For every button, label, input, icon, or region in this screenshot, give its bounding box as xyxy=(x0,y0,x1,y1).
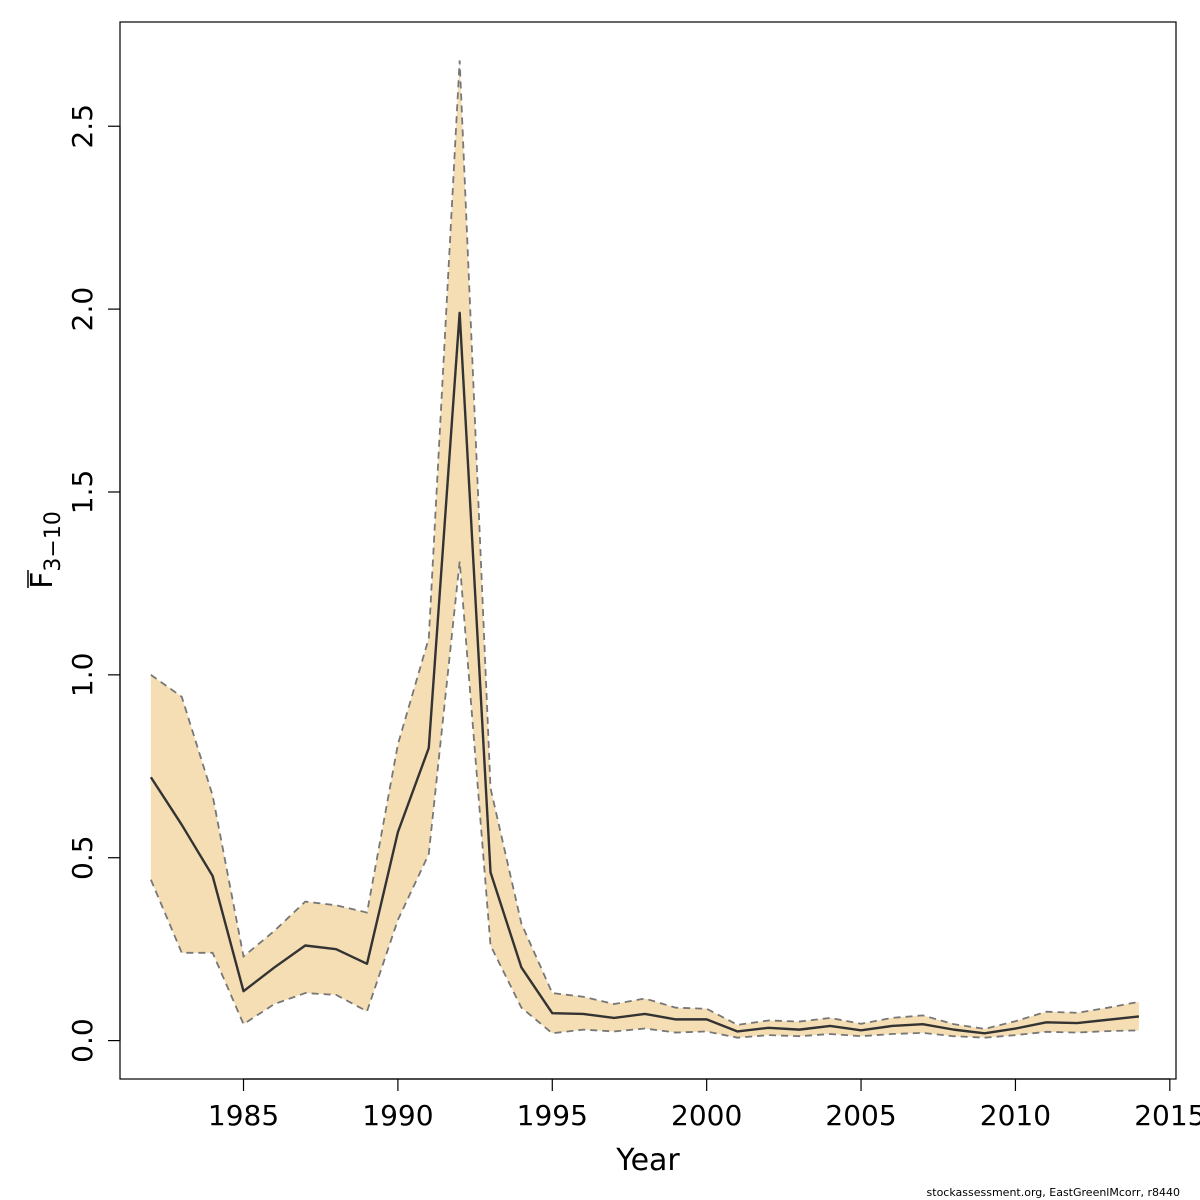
x-tick-label: 2015 xyxy=(1134,1099,1200,1132)
band-area xyxy=(150,60,1139,1038)
y-tick-label: 2.5 xyxy=(66,104,99,149)
lower-bound-line xyxy=(150,561,1139,1039)
y-axis-title-sub: 3−10 xyxy=(41,511,66,571)
credit-text: stockassessment.org, EastGreenlMcorr, r8… xyxy=(927,1186,1180,1199)
y-axis-title-main: F xyxy=(25,572,60,589)
y-axis-title: F3−10 xyxy=(25,511,66,589)
y-tick-label: 1.0 xyxy=(66,653,99,698)
svg-text:F3−10: F3−10 xyxy=(25,511,66,589)
confidence-bounds xyxy=(150,60,1140,1039)
estimate-series-line xyxy=(149,311,1140,1035)
x-tick-label: 1995 xyxy=(517,1099,588,1132)
x-axis: 1985 1990 1995 2000 2005 2010 2015 xyxy=(208,1078,1200,1132)
y-tick-label: 0.0 xyxy=(66,1018,99,1063)
y-tick-label: 1.5 xyxy=(66,470,99,515)
plot-frame xyxy=(119,21,1177,1080)
upper-bound-line xyxy=(150,60,1140,1030)
confidence-band xyxy=(150,60,1139,1038)
x-tick-label: 1985 xyxy=(208,1099,279,1132)
x-axis-title: Year xyxy=(615,1143,680,1178)
estimate-line xyxy=(149,311,1140,1035)
x-tick-label: 2010 xyxy=(980,1099,1051,1132)
x-tick-label: 2000 xyxy=(671,1099,742,1132)
x-tick-label: 2005 xyxy=(825,1099,896,1132)
y-tick-label: 2.0 xyxy=(66,287,99,332)
y-axis: 0.0 0.5 1.0 1.5 2.0 2.5 xyxy=(66,104,121,1063)
y-tick-label: 0.5 xyxy=(66,835,99,880)
x-tick-label: 1990 xyxy=(362,1099,433,1132)
